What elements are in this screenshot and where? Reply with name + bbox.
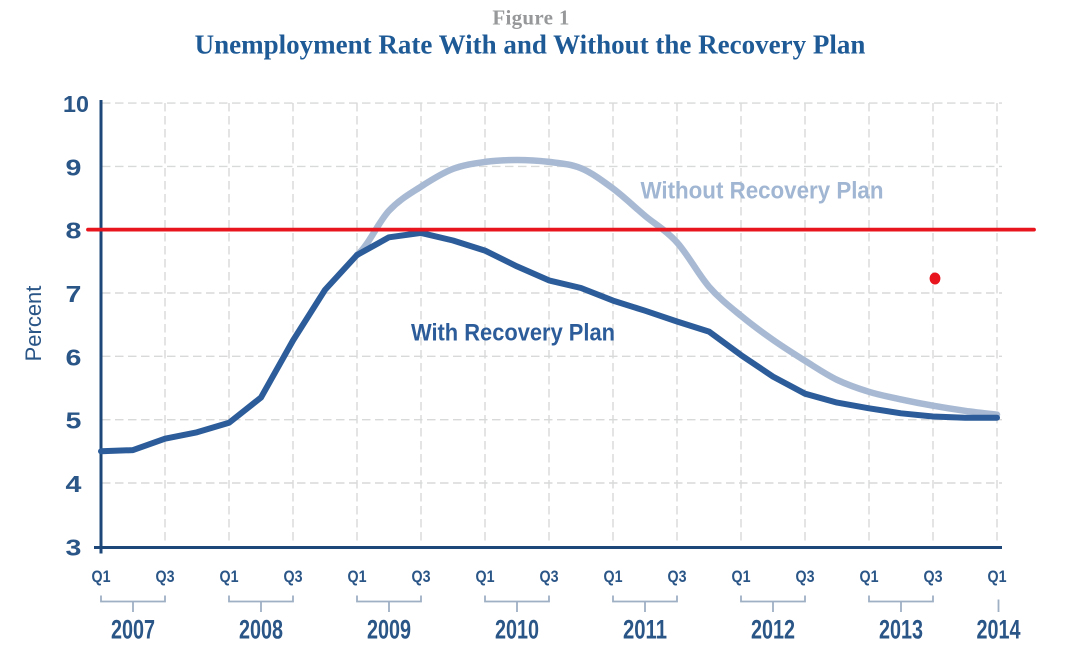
svg-text:7: 7 <box>66 281 82 307</box>
svg-text:5: 5 <box>66 408 82 434</box>
svg-text:8: 8 <box>66 218 82 244</box>
svg-text:2009: 2009 <box>367 615 411 645</box>
svg-text:4: 4 <box>66 471 82 497</box>
svg-text:Q1: Q1 <box>348 567 367 586</box>
svg-text:2007: 2007 <box>111 615 155 645</box>
svg-text:3: 3 <box>66 534 82 560</box>
svg-text:6: 6 <box>66 344 82 370</box>
svg-text:Q1: Q1 <box>476 567 495 586</box>
svg-text:Q3: Q3 <box>668 567 687 586</box>
svg-text:Q1: Q1 <box>732 567 751 586</box>
svg-text:2011: 2011 <box>623 615 667 645</box>
svg-text:2010: 2010 <box>495 615 539 645</box>
svg-text:Q3: Q3 <box>156 567 175 586</box>
svg-text:Unemployment Rate With and Wit: Unemployment Rate With and Without the R… <box>195 30 866 60</box>
svg-text:With Recovery Plan: With Recovery Plan <box>411 320 615 347</box>
svg-text:Q3: Q3 <box>540 567 559 586</box>
svg-text:Q1: Q1 <box>604 567 623 586</box>
svg-text:Figure 1: Figure 1 <box>492 6 569 30</box>
svg-text:Q1: Q1 <box>860 567 879 586</box>
svg-text:Q1: Q1 <box>220 567 239 586</box>
svg-text:Q3: Q3 <box>796 567 815 586</box>
svg-text:Percent: Percent <box>21 286 46 362</box>
svg-text:Q3: Q3 <box>924 567 943 586</box>
svg-text:2008: 2008 <box>239 615 283 645</box>
svg-text:Q3: Q3 <box>412 567 431 586</box>
svg-text:2012: 2012 <box>751 615 795 645</box>
svg-text:Q3: Q3 <box>284 567 303 586</box>
svg-text:2013: 2013 <box>879 615 923 645</box>
svg-text:Q1: Q1 <box>988 567 1007 586</box>
svg-text:Without Recovery Plan: Without Recovery Plan <box>641 178 884 205</box>
svg-text:10: 10 <box>63 91 89 117</box>
svg-text:2014: 2014 <box>977 615 1021 645</box>
svg-text:9: 9 <box>66 154 82 180</box>
svg-text:Q1: Q1 <box>92 567 111 586</box>
